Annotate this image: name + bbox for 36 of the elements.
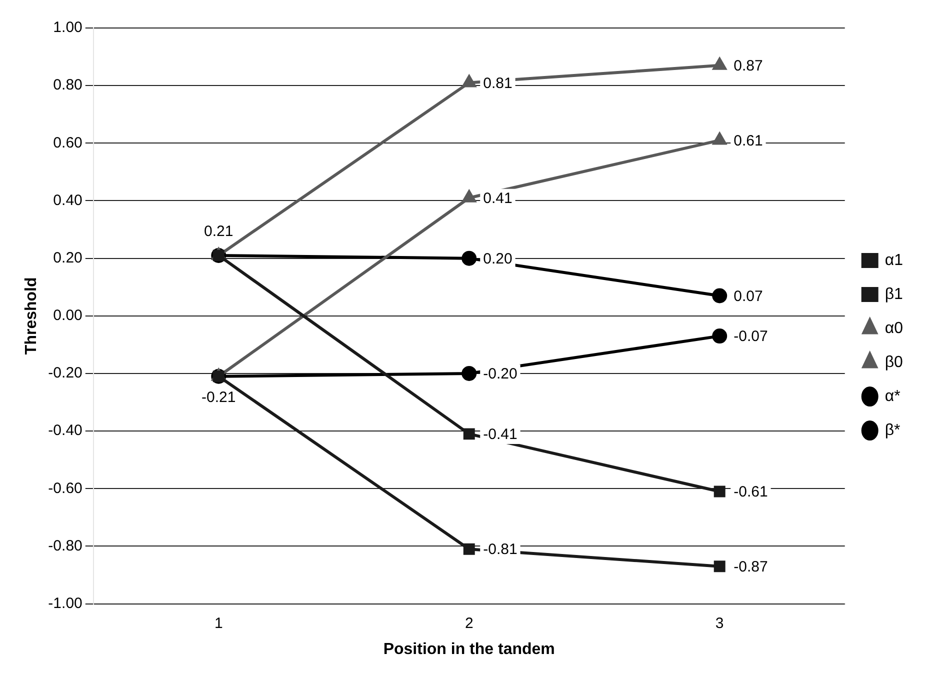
y-tick-label: -0.40: [48, 422, 82, 440]
y-tick-label: -0.20: [48, 364, 82, 382]
y-tick-label: -0.60: [48, 480, 82, 497]
x-tick-label: 1: [214, 614, 223, 632]
y-tick-label: 0.00: [53, 307, 82, 324]
x-tick-label: 2: [464, 614, 474, 632]
data-label: 0.20: [483, 250, 512, 268]
data-label: -0.21: [202, 389, 236, 406]
legend-label: α0: [884, 320, 904, 337]
data-label: -0.41: [483, 426, 518, 444]
data-label: 0.61: [734, 132, 763, 150]
legend-label: α1: [884, 252, 904, 269]
y-axis-title: Threshold: [23, 277, 40, 355]
legend-label: β1: [884, 286, 904, 303]
data-label: 0.87: [734, 58, 763, 75]
y-tick-label: 0.80: [53, 76, 82, 94]
legend-label: α*: [884, 388, 900, 405]
x-axis-title: Position in the tandem: [383, 640, 555, 658]
data-label: -0.81: [483, 541, 518, 558]
data-label: 0.41: [483, 190, 512, 207]
y-tick-label: 0.40: [53, 192, 82, 209]
data-label: 0.07: [734, 288, 763, 305]
legend-label: β*: [884, 422, 900, 439]
data-label: 0.81: [483, 74, 512, 92]
data-label: 0.21: [204, 223, 234, 240]
y-tick-label: 0.20: [53, 249, 82, 266]
data-label: -0.61: [734, 484, 768, 501]
legend-label: β0: [884, 354, 904, 371]
x-tick-label: 3: [715, 614, 724, 632]
y-tick-label: 1.00: [53, 19, 82, 36]
data-label: -0.07: [734, 328, 768, 346]
data-label: -0.20: [483, 366, 518, 383]
y-tick-label: 0.60: [53, 134, 82, 152]
y-tick-label: -1.00: [48, 594, 82, 612]
data-label: -0.87: [734, 558, 768, 576]
y-tick-label: -0.80: [48, 537, 82, 554]
